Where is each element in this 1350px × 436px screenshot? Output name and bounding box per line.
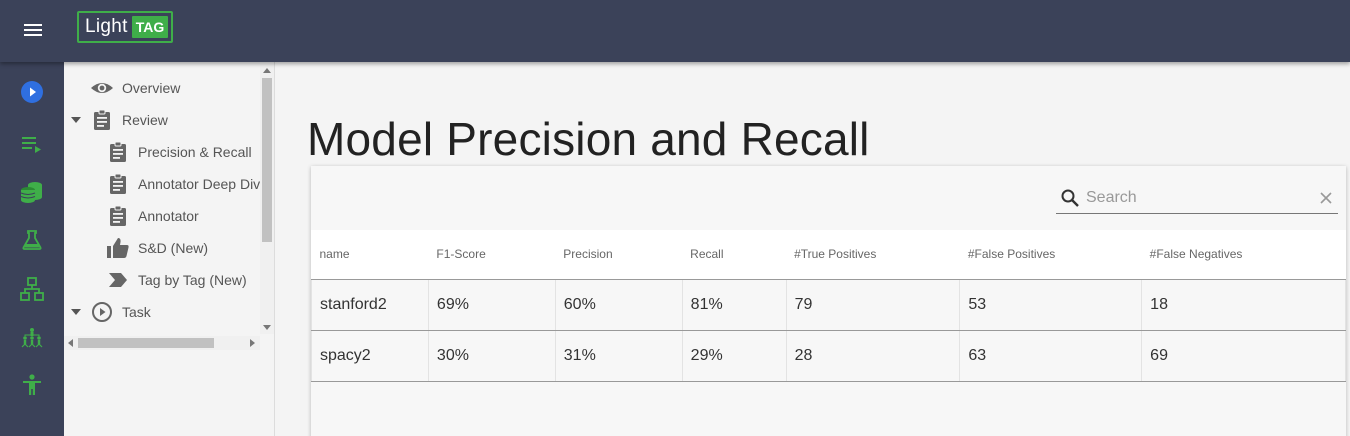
tree-item-label: Overview — [122, 80, 181, 96]
close-icon[interactable] — [1314, 186, 1338, 210]
column-header-f1-score[interactable]: F1-Score — [428, 230, 556, 280]
rail-item-annotators[interactable] — [0, 361, 64, 409]
cell-precision: 60% — [555, 279, 683, 331]
column-header-false-positives[interactable]: #False Positives — [959, 230, 1142, 280]
scroll-down-arrow-icon[interactable] — [263, 325, 271, 330]
cell-name: stanford2 — [311, 279, 429, 331]
scrollbar-thumb[interactable] — [262, 78, 272, 242]
team-tree-icon — [21, 328, 43, 348]
tree-item-label: Precision & Recall — [138, 144, 252, 160]
play-circle-outline-icon — [90, 300, 114, 324]
flask-icon — [22, 230, 42, 250]
lighttag-logo[interactable]: Light TAG — [77, 11, 174, 43]
scroll-right-arrow-icon[interactable] — [250, 339, 255, 347]
table-header-row: name F1-Score Precision Recall #True Pos… — [311, 230, 1346, 280]
column-header-false-negatives[interactable]: #False Negatives — [1141, 230, 1346, 280]
tree-item-label: Task — [122, 304, 151, 320]
search-icon — [1058, 186, 1082, 210]
eye-icon — [90, 76, 114, 100]
cell-true-positives: 28 — [786, 330, 961, 382]
tree-item-precision-recall[interactable]: Precision & Recall — [106, 136, 252, 168]
tree-item-overview[interactable]: Overview — [90, 72, 180, 104]
chevron-down-icon[interactable] — [71, 307, 81, 317]
rail-item-play[interactable] — [0, 68, 64, 116]
report-tree-panel: Overview Review Precision & Recall Annot… — [64, 62, 275, 436]
thumb-up-icon — [106, 236, 130, 260]
tree-item-review[interactable]: Review — [90, 104, 168, 136]
rail-item-experiments[interactable] — [0, 216, 64, 264]
scroll-left-arrow-icon[interactable] — [68, 339, 73, 347]
tree-item-tag-by-tag[interactable]: Tag by Tag (New) — [106, 264, 247, 296]
cell-f1-score: 69% — [428, 279, 556, 331]
tree-item-label: Tag by Tag (New) — [138, 272, 247, 288]
table-row[interactable]: spacy2 30% 31% 29% 28 63 69 — [311, 330, 1346, 382]
top-app-bar: Light TAG — [0, 0, 1350, 62]
cell-true-positives: 79 — [786, 279, 961, 331]
results-card: name F1-Score Precision Recall #True Pos… — [311, 166, 1346, 436]
clipboard-icon — [106, 204, 130, 228]
search-input[interactable] — [1082, 183, 1314, 212]
cell-false-negatives: 69 — [1141, 330, 1346, 382]
page-title: Model Precision and Recall — [307, 113, 870, 165]
cell-f1-score: 30% — [428, 330, 556, 382]
database-icon — [20, 182, 42, 203]
cell-false-positives: 63 — [959, 330, 1143, 382]
rail-item-teams[interactable] — [0, 314, 64, 362]
cell-false-positives: 53 — [959, 279, 1143, 331]
hierarchy-icon — [20, 277, 44, 301]
column-header-name[interactable]: name — [311, 230, 429, 280]
table-row[interactable]: stanford2 69% 60% 81% 79 53 18 — [311, 279, 1346, 331]
tree-item-annotator-deep-dive[interactable]: Annotator Deep Dive — [106, 168, 260, 200]
column-header-recall[interactable]: Recall — [682, 230, 787, 280]
search-bar — [1056, 182, 1338, 214]
tree-item-label: Review — [122, 112, 168, 128]
clipboard-icon — [90, 108, 114, 132]
tree-item-s-and-d[interactable]: S&D (New) — [106, 232, 208, 264]
clipboard-icon — [106, 172, 130, 196]
tree-item-annotator[interactable]: Annotator — [106, 200, 199, 232]
column-header-true-positives[interactable]: #True Positives — [786, 230, 960, 280]
clipboard-icon — [106, 140, 130, 164]
cell-recall: 29% — [682, 330, 787, 382]
tree-horizontal-scrollbar[interactable] — [64, 336, 260, 350]
precision-recall-table: name F1-Score Precision Recall #True Pos… — [311, 230, 1346, 382]
hamburger-menu-icon[interactable] — [18, 16, 48, 44]
cell-false-negatives: 18 — [1141, 279, 1346, 331]
rail-item-database[interactable] — [0, 168, 64, 216]
column-header-precision[interactable]: Precision — [555, 230, 683, 280]
tree-item-label: Annotator — [138, 208, 199, 224]
logo-text-light: Light — [85, 16, 128, 37]
cell-precision: 31% — [555, 330, 683, 382]
scrollbar-thumb[interactable] — [78, 338, 214, 348]
scroll-up-arrow-icon[interactable] — [263, 68, 271, 73]
label-chevron-icon — [106, 268, 130, 292]
tree-item-label: Annotator Deep Dive — [138, 176, 260, 192]
cell-recall: 81% — [682, 279, 787, 331]
cell-name: spacy2 — [311, 330, 429, 382]
tree-vertical-scrollbar[interactable] — [260, 64, 274, 334]
rail-item-schema[interactable] — [0, 265, 64, 313]
nav-rail — [0, 62, 64, 436]
logo-text-tag: TAG — [131, 16, 169, 38]
report-tree: Overview Review Precision & Recall Annot… — [64, 62, 260, 334]
person-icon — [23, 374, 41, 395]
rail-item-playlist[interactable] — [0, 121, 64, 169]
tree-item-task[interactable]: Task — [90, 296, 151, 328]
play-circle-icon — [21, 81, 43, 103]
tree-item-label: S&D (New) — [138, 240, 209, 256]
playlist-icon — [22, 137, 41, 153]
chevron-down-icon[interactable] — [71, 115, 81, 125]
